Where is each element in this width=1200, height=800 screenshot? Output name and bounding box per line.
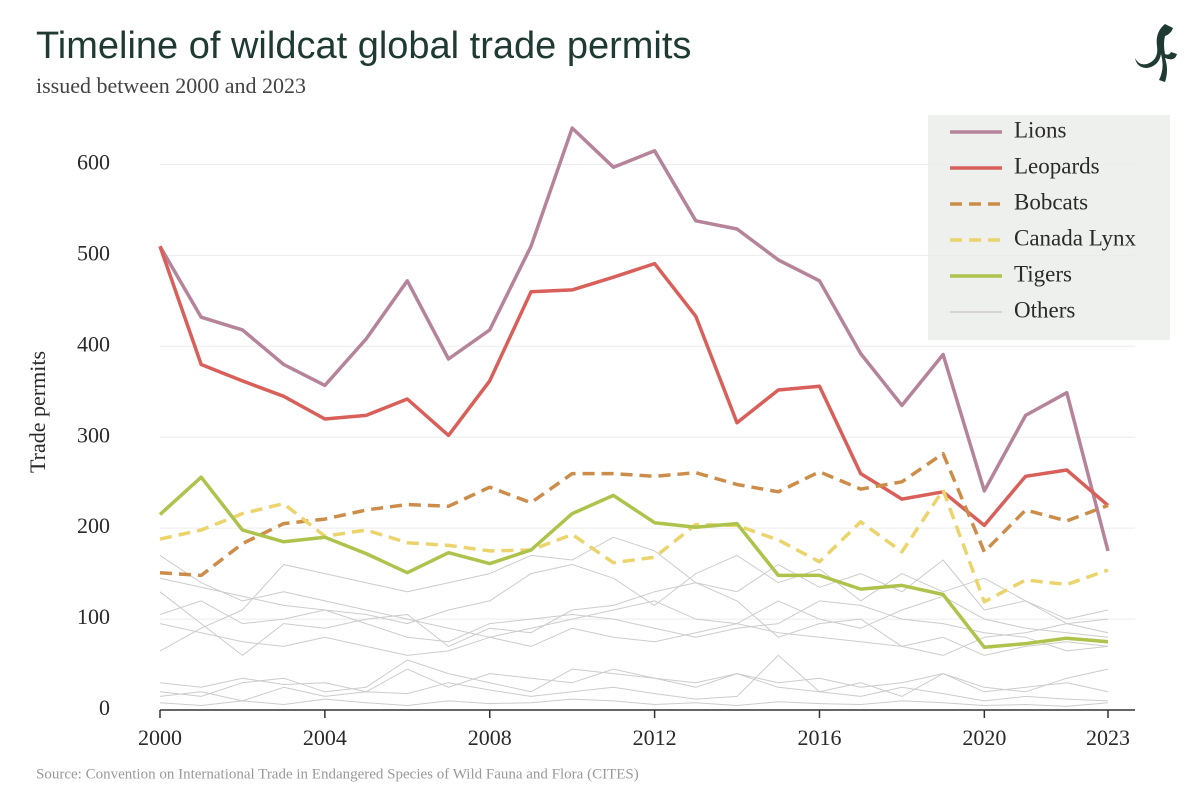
other-line — [159, 654, 1109, 702]
other-line — [159, 582, 1109, 656]
x-tick-label: 2023 — [1086, 725, 1130, 750]
y-tick-label: 500 — [77, 240, 110, 265]
other-line — [159, 668, 1109, 693]
y-tick-label: 600 — [77, 150, 110, 175]
x-tick-label: 2008 — [468, 725, 512, 750]
series-line — [158, 245, 1110, 528]
series-line — [158, 126, 1110, 552]
other-line — [159, 554, 1109, 638]
x-tick-label: 2020 — [962, 725, 1006, 750]
other-line — [159, 554, 1109, 625]
x-tick-label: 2000 — [138, 725, 182, 750]
y-tick-label: 0 — [99, 695, 110, 720]
legend-label: Canada Lynx — [1014, 225, 1136, 250]
y-tick-label: 200 — [77, 513, 110, 538]
x-tick-label: 2012 — [633, 725, 677, 750]
x-tick-label: 2004 — [303, 725, 347, 750]
other-line — [159, 698, 1109, 707]
legend-label: Lions — [1014, 117, 1066, 142]
y-tick-label: 100 — [77, 604, 110, 629]
series-line — [159, 488, 1109, 604]
chart-subtitle: issued between 2000 and 2023 — [36, 73, 306, 98]
y-axis-label: Trade permits — [25, 351, 50, 473]
other-line — [159, 623, 1109, 656]
other-line — [159, 536, 1109, 652]
logo-icon — [1135, 24, 1177, 82]
chart-title: Timeline of wildcat global trade permits — [36, 25, 691, 67]
y-tick-label: 300 — [77, 422, 110, 447]
legend-label: Tigers — [1014, 261, 1072, 286]
legend-label: Bobcats — [1014, 189, 1088, 214]
source-note: Source: Convention on International Trad… — [36, 766, 639, 782]
x-tick-label: 2016 — [797, 725, 841, 750]
other-line — [159, 600, 1109, 652]
legend-box — [928, 115, 1170, 340]
legend-label: Others — [1014, 297, 1075, 322]
logo — [1135, 24, 1177, 82]
series-line — [159, 451, 1109, 578]
other-line — [159, 659, 1109, 697]
y-tick-label: 400 — [77, 331, 110, 356]
legend-label: Leopards — [1014, 153, 1100, 178]
series-line — [158, 475, 1109, 650]
